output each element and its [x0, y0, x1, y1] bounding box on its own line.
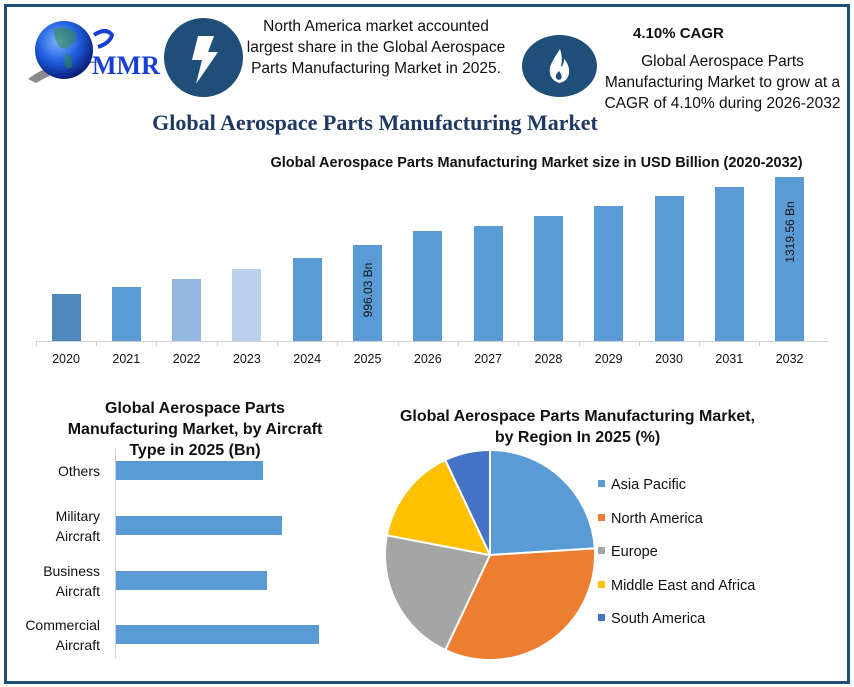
bar-2024	[292, 258, 322, 341]
bar-2020	[51, 294, 81, 341]
x-tick-label: 2031	[715, 352, 744, 366]
x-tick-label: 2021	[112, 352, 141, 366]
x-tick-label: 2020	[52, 352, 80, 366]
x-tick-mark	[699, 341, 701, 346]
x-tick-mark	[638, 341, 640, 346]
bar-2029	[594, 206, 624, 341]
headline-text: North America market accounted largest s…	[246, 18, 506, 77]
pie-slice-europe	[384, 534, 492, 652]
legend-swatch-icon	[598, 547, 605, 554]
x-tick-mark	[35, 341, 37, 346]
x-tick-mark	[518, 341, 520, 346]
legend-item: Europe	[598, 544, 658, 560]
legend-item: Middle East and Africa	[598, 578, 755, 594]
legend-label: South America	[611, 611, 706, 627]
cagr-title: 4.10% CAGR	[633, 25, 724, 42]
pie-slice-north-america	[443, 547, 596, 661]
pie-chart-title: Global Aerospace Parts Manufacturing Mar…	[399, 408, 756, 446]
hbar-military-aircraft	[116, 516, 282, 535]
x-tick-label: 2030	[655, 352, 683, 366]
bar-2031	[714, 187, 744, 341]
x-tick-label: 2023	[232, 352, 261, 366]
hbar-category-label: Military Aircraft	[55, 508, 100, 544]
market-size-bar-chart: 2020 2021 2022 2023 2024 996.03 Bn 2025 2026 202…	[20, 170, 828, 370]
legend-label: Middle East and Africa	[611, 578, 756, 594]
bar-2032	[775, 177, 805, 341]
flame-icon	[522, 35, 597, 97]
x-tick-label: 2026	[413, 352, 442, 366]
x-tick-label: 2025	[353, 352, 382, 366]
x-tick-label: 2022	[172, 352, 201, 366]
legend-item: North America	[598, 511, 703, 527]
bar-value-label: 1319.56 Bn	[782, 201, 797, 263]
x-tick-label: 2028	[534, 352, 563, 366]
legend-swatch-icon	[598, 480, 605, 487]
legend-label: North America	[611, 511, 703, 527]
bar-2023	[232, 269, 262, 341]
x-tick-mark	[216, 341, 218, 346]
hbar-category-label: Others	[57, 463, 100, 479]
bar-2030	[654, 196, 684, 341]
x-tick-label: 2024	[293, 352, 322, 366]
legend-swatch-icon	[598, 614, 605, 621]
legend-item: South America	[598, 611, 705, 627]
x-tick-label: 2027	[474, 352, 502, 366]
x-tick-mark	[337, 341, 339, 346]
x-axis	[37, 341, 828, 342]
pie-slice-asia-pacific	[489, 448, 596, 557]
legend-label: Asia Pacific	[611, 477, 686, 493]
hbar-category-label: Business Aircraft	[43, 563, 100, 599]
hbar-others	[116, 461, 263, 480]
y-axis	[115, 448, 116, 658]
bar-2028	[533, 216, 563, 341]
legend-label: Europe	[611, 544, 658, 560]
hbar-commercial-aircraft	[116, 625, 319, 644]
pie-slice-middle-east-and-africa	[385, 458, 492, 557]
x-tick-label: 2032	[775, 352, 804, 366]
region-pie-chart	[383, 448, 597, 662]
x-tick-mark	[156, 341, 158, 346]
cagr-description: Global Aerospace Parts Manufacturing Mar…	[604, 53, 841, 112]
legend-swatch-icon	[598, 514, 605, 521]
x-tick-mark	[759, 341, 761, 346]
bar-value-label: 996.03 Bn	[360, 262, 375, 318]
pie-slice-south-america	[443, 448, 491, 556]
globe-logo-icon	[28, 21, 115, 83]
bar-2022	[172, 279, 202, 341]
main-title: Global Aerospace Parts Manufacturing Mar…	[152, 110, 598, 135]
bar-2021	[111, 287, 141, 341]
bar-2026	[413, 231, 443, 341]
x-tick-mark	[578, 341, 580, 346]
legend-item: Asia Pacific	[598, 477, 686, 493]
x-tick-mark	[277, 341, 279, 346]
bar-2025	[353, 245, 382, 341]
bar-chart-title: Global Aerospace Parts Manufacturing Mar…	[270, 155, 803, 171]
hbar-category-label: Commercial Aircraft	[25, 617, 100, 653]
hbar-chart-title: Global Aerospace Parts Manufacturing Mar…	[67, 400, 323, 459]
x-tick-label: 2029	[594, 352, 623, 366]
bar-2027	[473, 226, 503, 341]
lightning-bolt-icon	[164, 18, 243, 97]
logo-text: MMR	[92, 51, 160, 80]
legend-swatch-icon	[598, 581, 605, 588]
x-tick-mark	[96, 341, 98, 346]
x-tick-mark	[397, 341, 399, 346]
mmr-logo: MMR	[26, 17, 161, 92]
hbar-business-aircraft	[116, 571, 267, 590]
x-tick-mark	[457, 341, 459, 346]
